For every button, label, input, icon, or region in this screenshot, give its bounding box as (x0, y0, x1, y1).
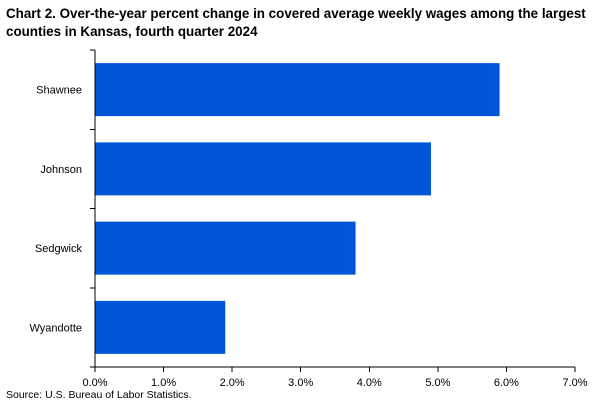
source-note: Source: U.S. Bureau of Labor Statistics. (6, 389, 192, 401)
axes-layer (90, 49, 576, 372)
x-tick-label: 6.0% (494, 377, 519, 389)
labels-layer: Shawnee Johnson Sedgwick Wyandotte 0.0% 1.0% 2… (30, 85, 588, 389)
x-tick-label: 5.0% (425, 377, 450, 389)
x-tick-label: 1.0% (151, 377, 176, 389)
bar-johnson (95, 142, 431, 196)
bar-shawnee (95, 63, 500, 117)
bar-wyandotte (95, 300, 226, 354)
category-label: Wyandotte (30, 322, 83, 334)
x-tick-label: 7.0% (562, 377, 587, 389)
chart-title: Chart 2. Over-the-year percent change in… (6, 6, 586, 39)
x-tick-label: 4.0% (357, 377, 382, 389)
x-tick-label: 0.0% (82, 377, 107, 389)
x-tick-label: 2.0% (220, 377, 245, 389)
category-label: Sedgwick (35, 243, 83, 255)
category-label: Shawnee (36, 85, 82, 97)
bar-sedgwick (95, 221, 356, 275)
bars-layer (95, 63, 500, 354)
x-tick-label: 3.0% (288, 377, 313, 389)
category-label: Johnson (40, 164, 82, 176)
